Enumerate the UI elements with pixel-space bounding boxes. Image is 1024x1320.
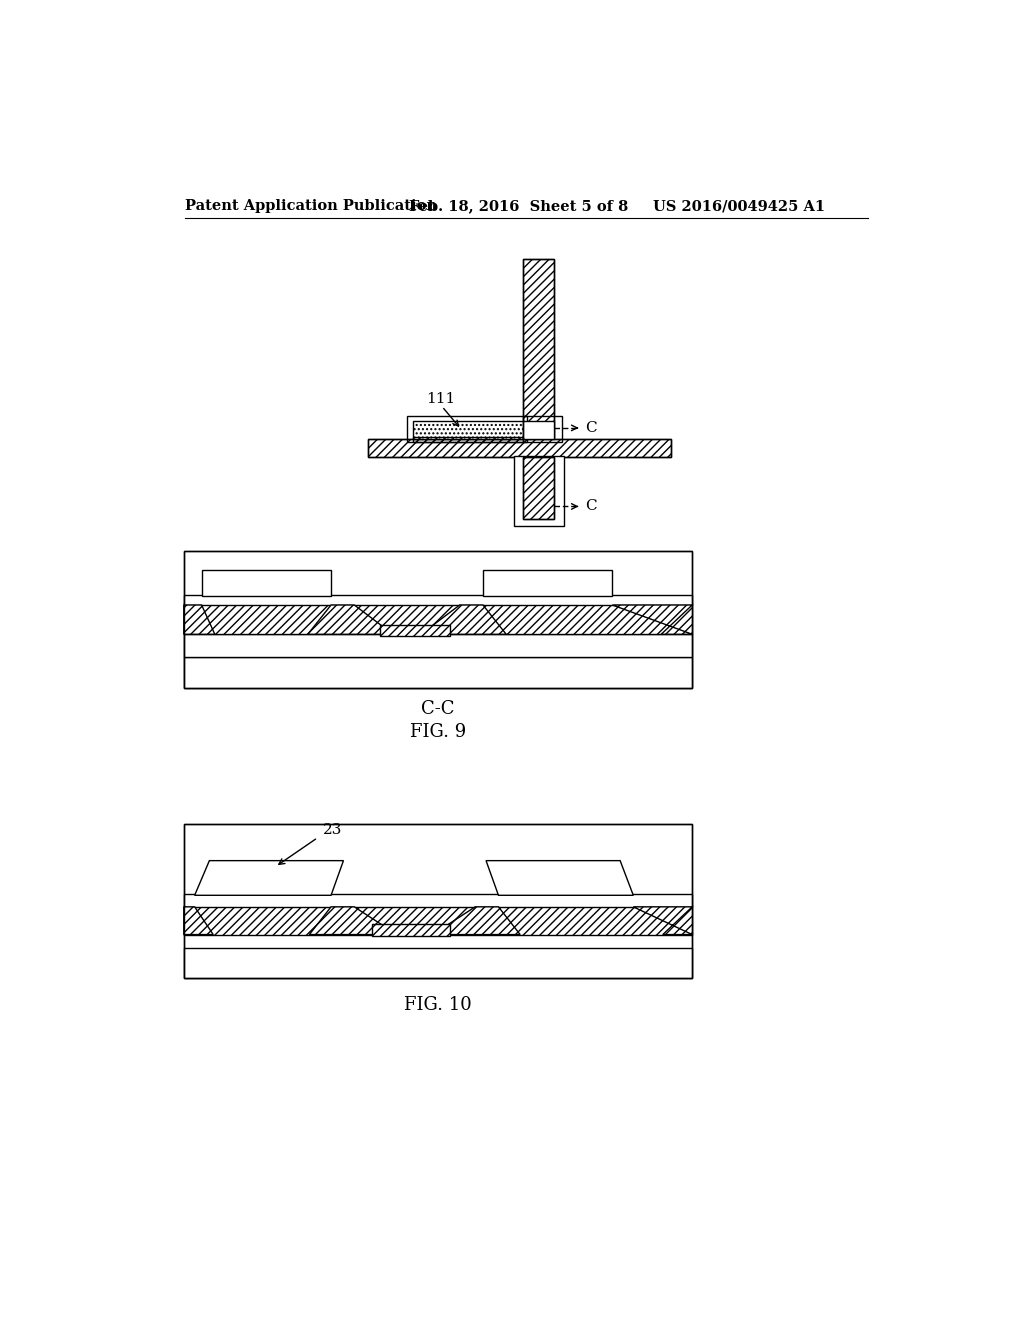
Bar: [514, 455, 563, 527]
Bar: [414, 421, 523, 440]
Text: 23: 23: [324, 822, 343, 837]
Polygon shape: [309, 907, 397, 935]
Bar: [523, 457, 554, 519]
Bar: [183, 657, 692, 688]
Polygon shape: [432, 907, 520, 935]
Bar: [414, 437, 523, 442]
Bar: [523, 421, 554, 440]
Polygon shape: [421, 605, 506, 635]
Bar: [183, 595, 692, 605]
Bar: [183, 552, 692, 688]
Bar: [183, 948, 692, 978]
Polygon shape: [612, 605, 692, 635]
Bar: [183, 635, 692, 657]
Bar: [183, 552, 692, 688]
Text: C: C: [586, 499, 597, 513]
Bar: [523, 259, 554, 438]
Text: Feb. 18, 2016  Sheet 5 of 8: Feb. 18, 2016 Sheet 5 of 8: [409, 199, 628, 213]
Bar: [369, 438, 671, 457]
Bar: [183, 603, 692, 635]
Polygon shape: [183, 907, 213, 935]
Bar: [483, 570, 612, 595]
Text: C-C: C-C: [421, 700, 455, 718]
Text: Patent Application Publication: Patent Application Publication: [184, 199, 436, 213]
Bar: [183, 825, 692, 978]
Bar: [523, 259, 554, 438]
Bar: [372, 924, 450, 936]
Polygon shape: [633, 907, 692, 935]
Text: 111: 111: [426, 392, 456, 405]
Polygon shape: [486, 861, 633, 895]
Bar: [183, 894, 692, 907]
Bar: [523, 457, 554, 519]
Bar: [183, 825, 692, 978]
Polygon shape: [183, 605, 215, 635]
Polygon shape: [308, 605, 393, 635]
Text: FIG. 9: FIG. 9: [410, 723, 466, 741]
Text: US 2016/0049425 A1: US 2016/0049425 A1: [653, 199, 825, 213]
Text: FIG. 10: FIG. 10: [404, 997, 472, 1014]
Bar: [183, 595, 692, 605]
Bar: [202, 570, 331, 595]
Bar: [183, 906, 692, 935]
Bar: [369, 438, 671, 457]
Polygon shape: [195, 861, 343, 895]
Text: C: C: [586, 421, 597, 434]
Bar: [380, 626, 450, 636]
Bar: [407, 416, 527, 442]
Bar: [523, 416, 562, 442]
Bar: [183, 894, 692, 907]
